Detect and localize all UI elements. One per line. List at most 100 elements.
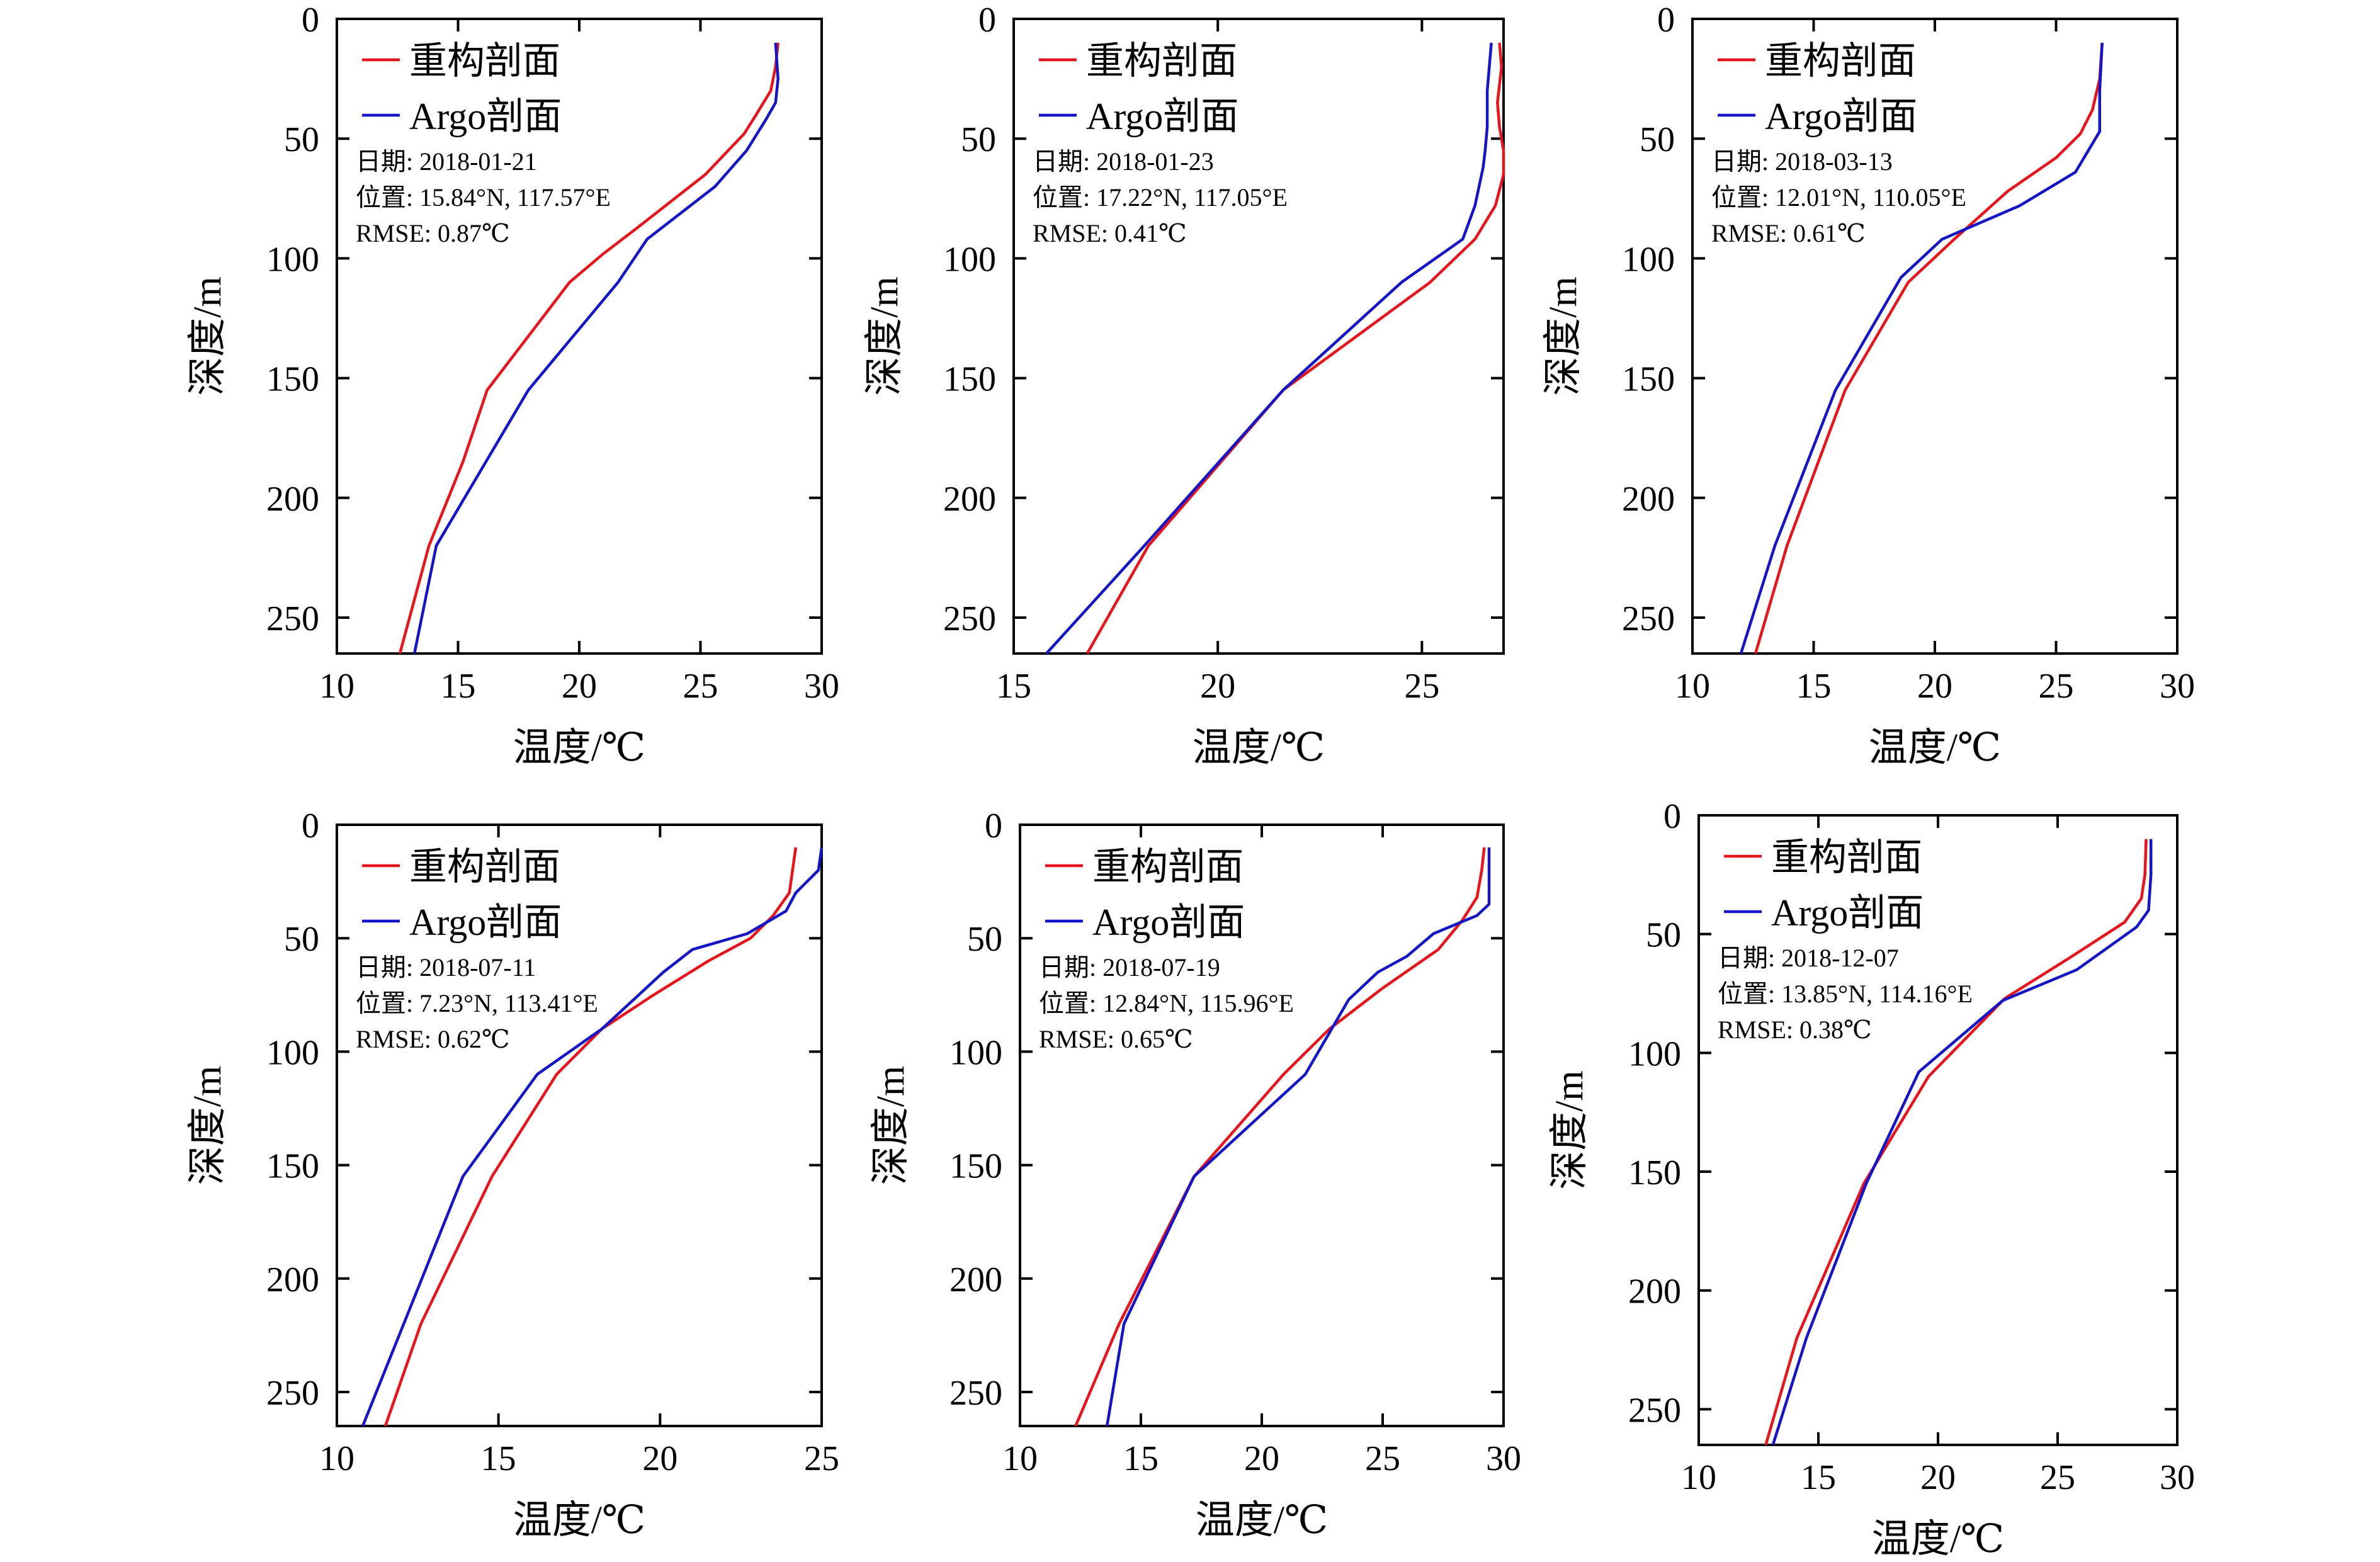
y-tick-label: 150 [1628,1153,1681,1192]
annotation-text: 日期: 2018-07-19 [1039,953,1220,982]
series-line-reconstructed [1764,839,2148,1446]
y-axis-label: 深度/m [186,1066,229,1185]
series-line-argo [1771,839,2153,1446]
y-tick-label: 50 [1646,916,1681,955]
x-tick-label: 15 [1796,667,1832,706]
legend-label: 重构剖面 [1086,40,1237,82]
y-tick-label: 0 [302,1,319,40]
annotation-text: RMSE: 0.61℃ [1711,219,1866,247]
y-tick-label: 50 [961,120,996,159]
x-axis-label: 温度/℃ [1872,1518,2005,1561]
y-axis-label: 深度/m [1542,276,1585,395]
legend-label: 重构剖面 [409,40,560,82]
y-tick-label: 250 [266,1374,319,1413]
x-tick-label: 25 [1365,1439,1400,1478]
legend-label: Argo剖面 [409,902,562,943]
x-axis-label: 温度/℃ [1196,1499,1329,1542]
annotation-text: RMSE: 0.62℃ [356,1025,510,1053]
x-tick-label: 20 [1200,667,1235,706]
series-line-reconstructed [1074,847,1486,1427]
plot-frame [336,823,823,1427]
annotation-text: 位置: 13.85°N, 114.16°E [1718,980,1973,1008]
x-tick-label: 15 [481,1439,516,1478]
y-tick-label: 200 [266,480,319,519]
annotation-text: 日期: 2018-01-23 [1033,147,1214,176]
x-tick-label: 20 [1920,1458,1956,1497]
y-tick-label: 150 [949,1147,1002,1186]
annotation-text: 日期: 2018-03-13 [1711,147,1893,176]
x-tick-label: 20 [642,1439,677,1478]
y-axis-label: 深度/m [186,276,229,395]
annotation-text: 日期: 2018-12-07 [1718,944,1899,972]
y-tick-label: 200 [943,480,996,519]
y-tick-label: 50 [1640,120,1675,159]
y-tick-label: 100 [1622,240,1675,279]
x-tick-label: 15 [441,667,476,706]
x-axis-label: 温度/℃ [513,727,646,769]
x-tick-label: 15 [1123,1439,1159,1478]
x-tick-label: 25 [2039,667,2074,706]
y-tick-label: 100 [943,240,996,279]
y-tick-label: 250 [266,599,319,638]
y-tick-label: 250 [949,1374,1002,1413]
y-tick-label: 50 [284,120,319,159]
y-axis-label: 深度/m [870,1066,912,1185]
plot-frame [1697,814,2179,1446]
legend-label: 重构剖面 [1765,40,1916,82]
annotation-text: RMSE: 0.87℃ [356,219,510,247]
legend-label: 重构剖面 [409,846,560,888]
x-tick-label: 25 [1404,667,1439,706]
series-line-reconstructed [1754,42,2104,654]
legend-label: Argo剖面 [409,96,562,137]
y-tick-label: 150 [266,360,319,399]
series-line-argo [361,847,824,1427]
x-tick-label: 20 [562,667,597,706]
annotation-text: RMSE: 0.65℃ [1039,1025,1193,1053]
y-tick-label: 200 [1628,1272,1681,1311]
y-tick-label: 0 [1657,1,1675,40]
x-tick-label: 10 [1002,1439,1038,1478]
y-tick-label: 0 [985,806,1002,846]
annotation-text: 位置: 12.84°N, 115.96°E [1039,989,1294,1017]
x-tick-label: 25 [683,667,718,706]
annotation-text: RMSE: 0.38℃ [1718,1016,1872,1044]
annotation-text: 位置: 7.23°N, 113.41°E [356,989,598,1017]
legend-label: Argo剖面 [1092,902,1245,943]
x-tick-label: 30 [1486,1439,1521,1478]
y-tick-label: 100 [266,1033,319,1072]
y-axis-label: 深度/m [1548,1070,1591,1189]
y-tick-label: 100 [1628,1034,1681,1073]
annotation-text: RMSE: 0.41℃ [1033,219,1187,247]
annotation-text: 位置: 17.22°N, 117.05°E [1033,183,1288,212]
y-tick-label: 250 [1622,599,1675,638]
x-tick-label: 30 [2160,1458,2195,1497]
y-axis-label: 深度/m [863,276,906,395]
x-axis-label: 温度/℃ [1869,727,2002,769]
series-line-argo [1739,42,2104,654]
x-tick-label: 10 [1675,667,1710,706]
x-tick-label: 20 [1244,1439,1279,1478]
x-axis-label: 温度/℃ [513,1499,646,1542]
legend-label: Argo剖面 [1771,892,1924,934]
legend-label: 重构剖面 [1092,846,1244,888]
x-tick-label: 25 [804,1439,839,1478]
annotation-text: 日期: 2018-01-21 [356,147,537,176]
y-tick-label: 0 [302,806,319,846]
y-tick-label: 150 [1622,360,1675,399]
x-tick-label: 20 [1917,667,1952,706]
y-tick-label: 250 [943,599,996,638]
legend-label: Argo剖面 [1086,96,1238,137]
x-tick-label: 15 [996,667,1031,706]
y-tick-label: 150 [266,1147,319,1186]
y-tick-label: 0 [978,1,996,40]
y-tick-label: 200 [949,1260,1002,1299]
series-line-argo [1105,847,1491,1427]
plot-frame [1012,18,1505,655]
y-tick-label: 100 [266,240,319,279]
x-tick-label: 30 [2160,667,2195,706]
